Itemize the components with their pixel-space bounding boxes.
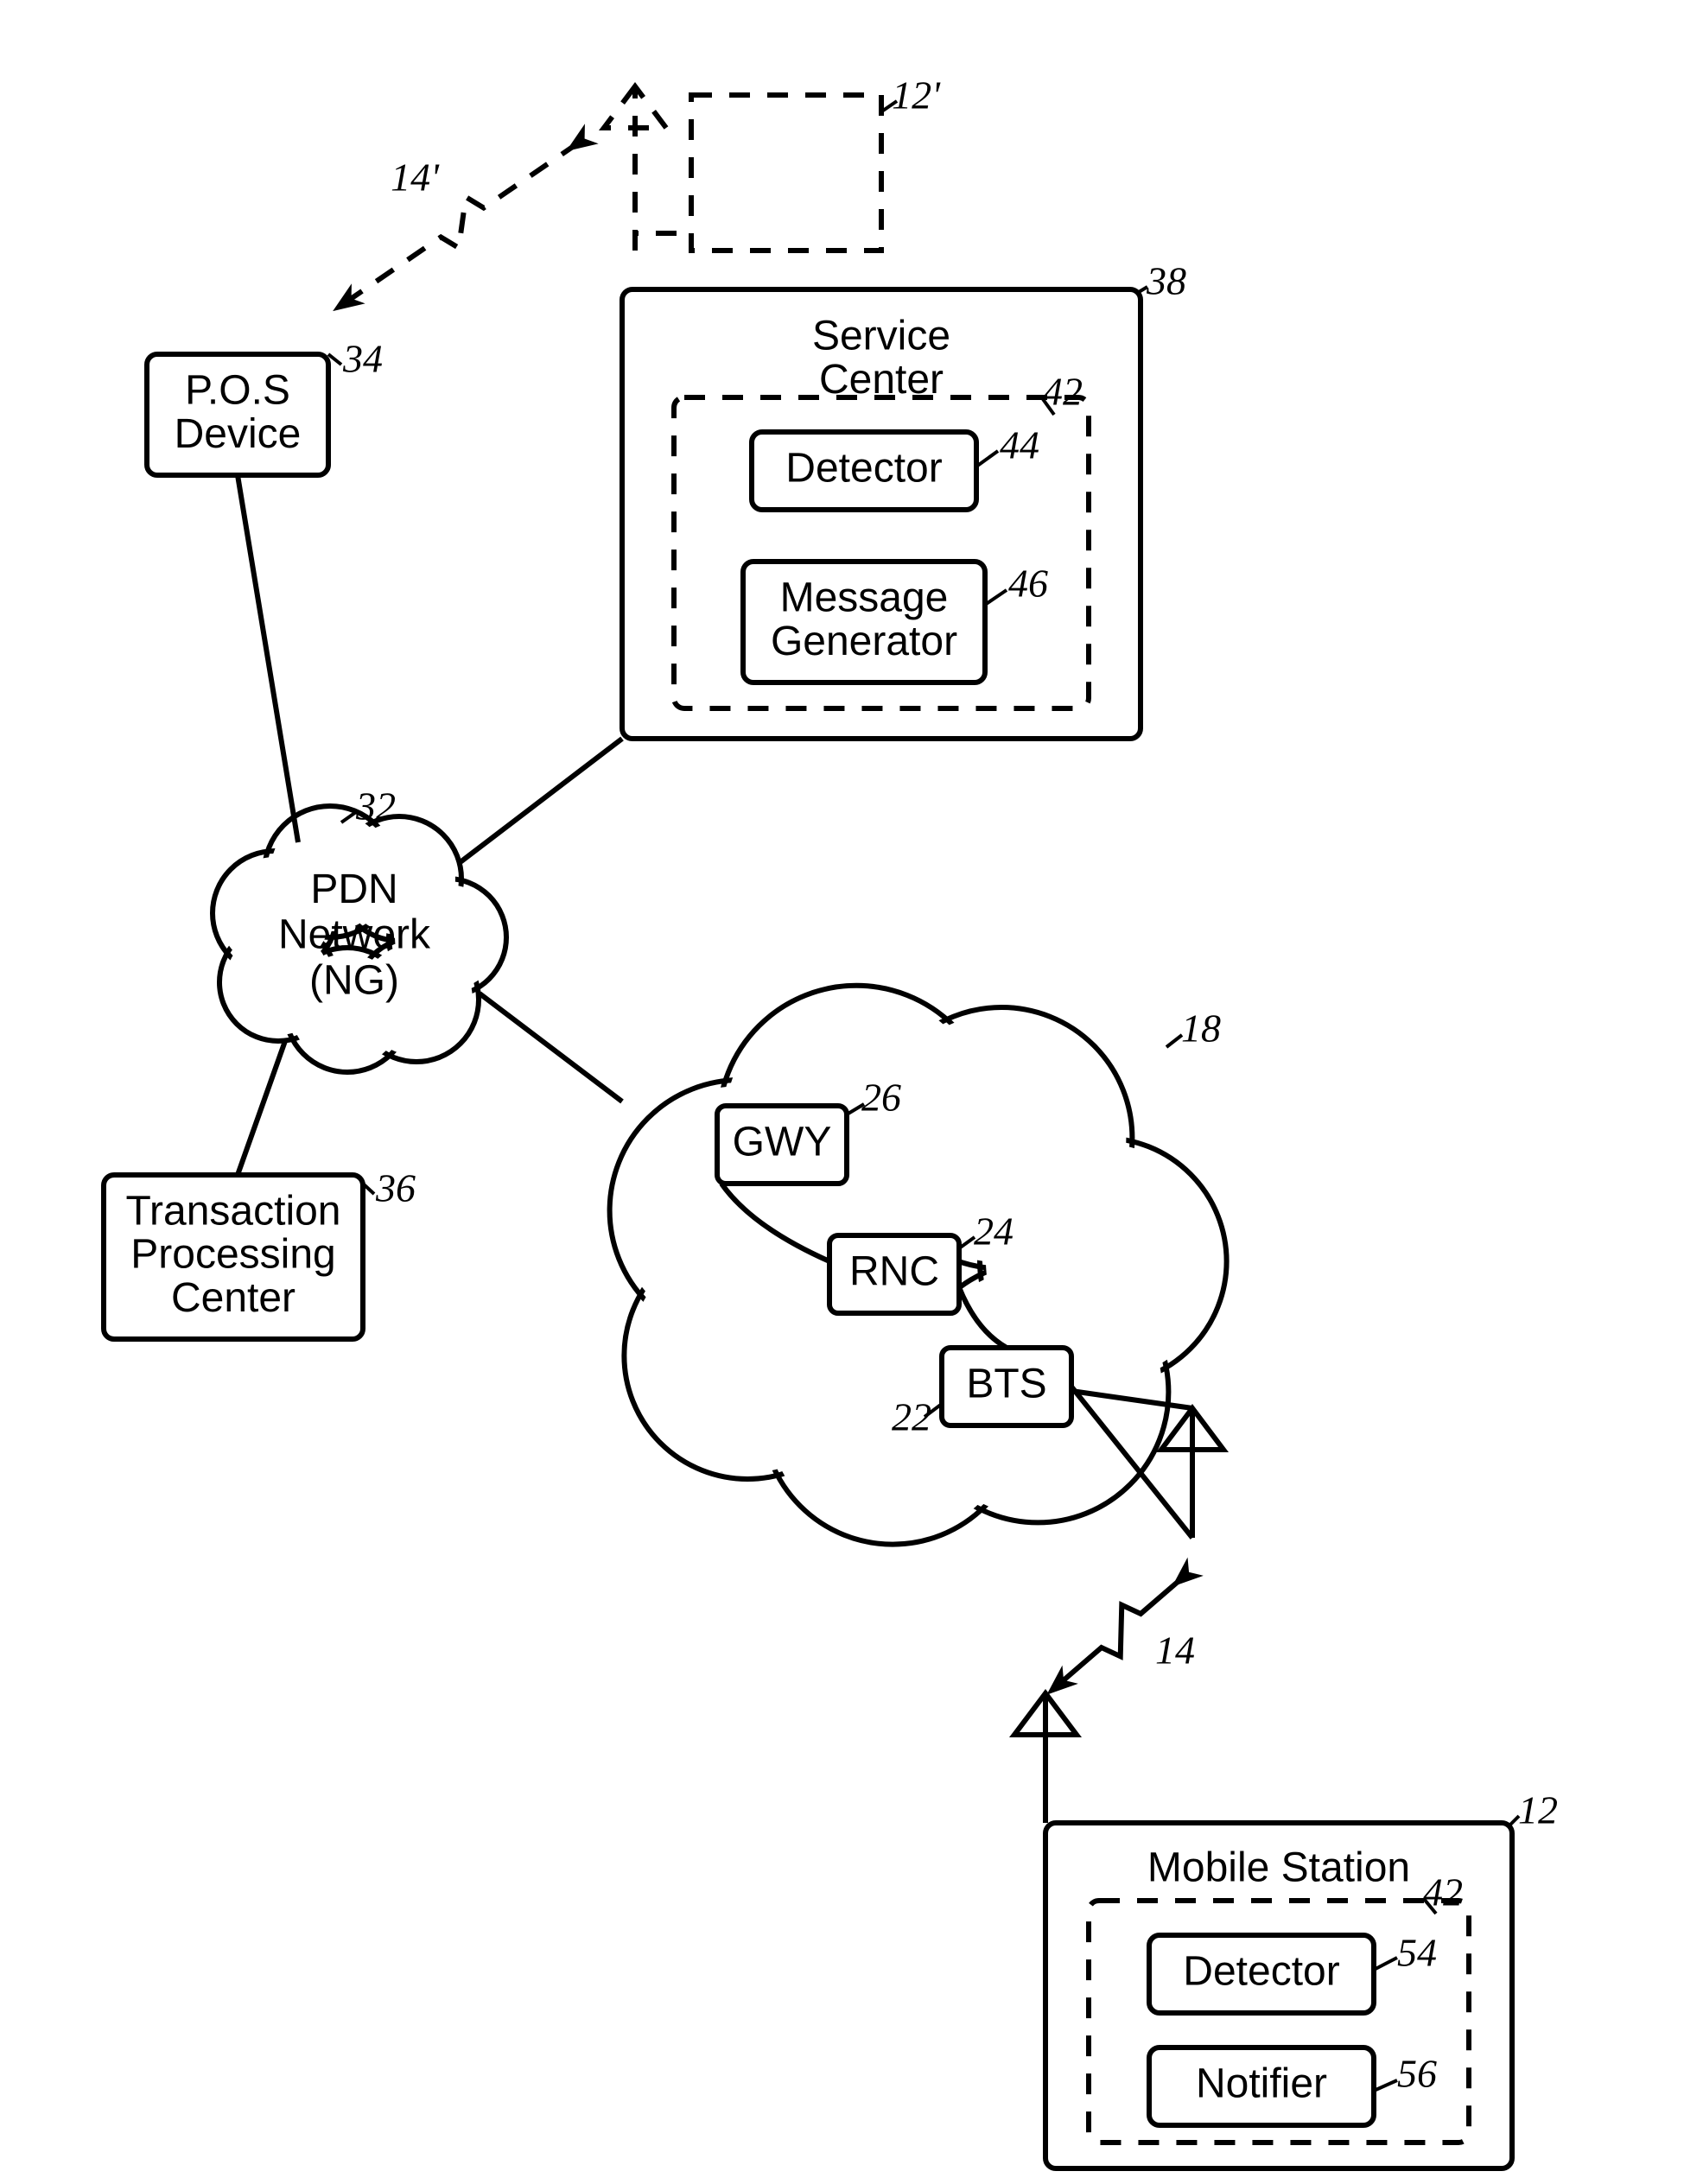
ref-label: 54 — [1397, 1931, 1437, 1975]
cloud-label: Network — [278, 912, 431, 958]
dashed_device — [691, 95, 881, 251]
notifier-label: Notifier — [1196, 2061, 1327, 2107]
ref-label: 56 — [1397, 2052, 1437, 2096]
ref-label: 18 — [1181, 1006, 1221, 1051]
tpc-label: Processing — [130, 1232, 335, 1278]
ref-label: 32 — [355, 784, 396, 829]
tpc-label: Transaction — [126, 1188, 341, 1234]
ref-label: 26 — [861, 1076, 901, 1120]
ref-label: 34 — [342, 337, 383, 381]
pos-label: Device — [175, 411, 302, 457]
ref-label: 12' — [892, 73, 941, 117]
ref-label: 44 — [1000, 423, 1039, 467]
ref-leader — [1166, 1035, 1182, 1047]
tpc-label: Center — [171, 1275, 295, 1321]
service_center-title: Service — [812, 314, 950, 359]
mobile_station-title: Mobile Station — [1147, 1845, 1410, 1891]
msg_gen-label: Message — [780, 575, 949, 620]
edge — [238, 475, 298, 842]
edge — [238, 1041, 285, 1175]
rnc-label: RNC — [849, 1249, 939, 1295]
antenna-lead — [635, 233, 691, 251]
ref-label: 14' — [391, 156, 440, 200]
ref-label: 38 — [1146, 259, 1186, 303]
detector2-label: Detector — [1183, 1949, 1339, 1995]
ref-label: 46 — [1008, 562, 1048, 606]
cloud-label: (NG) — [309, 957, 399, 1003]
ref-label: 14 — [1155, 1628, 1195, 1673]
edge — [480, 994, 622, 1102]
radio-link — [346, 143, 579, 302]
ref-label: 36 — [375, 1166, 416, 1210]
ref-label: 24 — [974, 1209, 1014, 1254]
msg_gen-label: Generator — [771, 619, 957, 664]
detector1-label: Detector — [785, 446, 942, 492]
ref-label: 12 — [1518, 1788, 1558, 1832]
bts-label: BTS — [966, 1362, 1046, 1407]
edge — [458, 739, 622, 864]
pos-label: P.O.S — [185, 367, 290, 413]
cloud-label: PDN — [310, 867, 397, 912]
gwy-label: GWY — [733, 1120, 832, 1165]
